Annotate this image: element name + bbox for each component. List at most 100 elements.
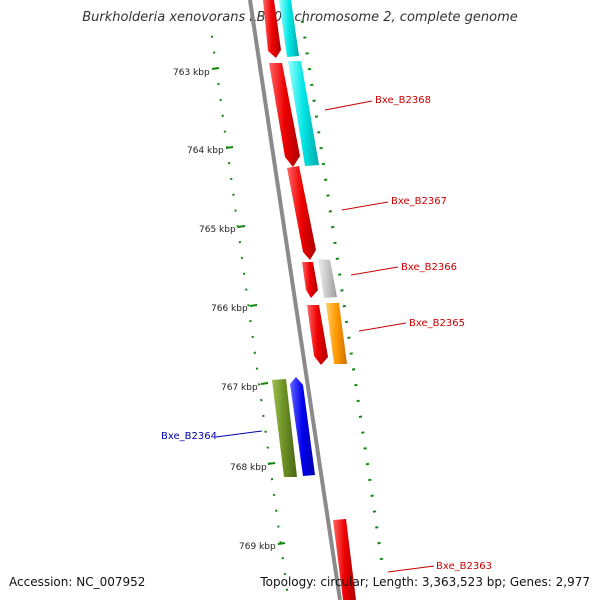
kbp-labels: 763 kbp 764 kbp 765 kbp 766 kbp 767 kbp … — [173, 68, 276, 552]
gene-arrow-red[interactable] — [307, 305, 328, 365]
tick-dot — [238, 240, 242, 244]
tick-dot — [270, 477, 274, 481]
tick-dot — [326, 194, 330, 197]
kbp-ticks — [211, 67, 286, 545]
tick-dot — [264, 430, 267, 433]
tick-dot — [275, 509, 278, 512]
tick-dot — [285, 588, 289, 591]
tick-dot — [363, 447, 367, 450]
tick-dot — [245, 288, 248, 291]
tick-dot — [349, 352, 353, 355]
tick-dot — [337, 273, 342, 276]
tick-dot — [342, 304, 346, 308]
tick-dot — [272, 493, 276, 497]
leader-line — [358, 322, 407, 332]
backbone-line — [248, 0, 342, 600]
tick-dot — [347, 336, 351, 339]
gene-label[interactable]: Bxe_B2364 — [161, 431, 217, 442]
tick-dot — [255, 367, 259, 370]
kbp-tick — [211, 67, 220, 70]
leader-line — [387, 565, 435, 573]
tick-dot — [217, 82, 220, 86]
gene-arrow-cyan[interactable] — [279, 0, 299, 57]
tick-dot — [232, 193, 235, 196]
tick-dot — [242, 272, 246, 275]
tick-dot — [344, 320, 349, 324]
leader-line — [324, 100, 373, 111]
kbp-tick — [267, 462, 276, 465]
tick-dot — [221, 114, 224, 117]
tick-dot — [310, 83, 314, 87]
tick-dot — [234, 209, 237, 212]
gene-label[interactable]: Bxe_B2365 — [409, 318, 465, 329]
gene-arrow-red[interactable] — [333, 519, 356, 600]
tick-dot — [358, 415, 363, 418]
gene-arrow-red[interactable] — [263, 0, 281, 58]
tick-dot — [351, 368, 356, 371]
tick-dot — [361, 431, 365, 434]
kbp-tick — [237, 225, 246, 228]
tick-dot — [251, 335, 254, 339]
gene-label[interactable]: Bxe_B2368 — [375, 95, 431, 106]
gene-label[interactable]: Bxe_B2366 — [401, 262, 457, 273]
tick-dot — [356, 399, 360, 403]
tick-dot — [279, 541, 282, 544]
gene-arrow-blue[interactable] — [290, 377, 315, 476]
kbp-label: 763 kbp — [173, 68, 210, 78]
tick-dot — [312, 99, 316, 102]
tick-dot — [300, 20, 305, 23]
tick-dot — [368, 478, 372, 482]
gene-arrow-cyan[interactable] — [288, 61, 319, 166]
kbp-label: 767 kbp — [221, 383, 258, 393]
tick-dot — [230, 177, 233, 181]
tick-dot — [210, 35, 214, 38]
gene-arrow-red[interactable] — [269, 63, 300, 167]
tick-dot — [335, 257, 339, 260]
tick-dot — [324, 178, 328, 181]
tick-dot — [330, 225, 335, 229]
kbp-tick — [249, 304, 258, 307]
map-title: Burkholderia xenovorans LB400 chromosome… — [82, 10, 518, 25]
gene-features — [263, 0, 356, 600]
tick-dot — [262, 414, 265, 418]
tick-dot — [283, 572, 287, 576]
gene-arrow-red[interactable] — [302, 262, 318, 298]
kbp-label: 769 kbp — [239, 542, 276, 552]
tick-dot — [247, 304, 250, 307]
tick-dot — [219, 98, 222, 102]
tick-dot — [328, 210, 333, 213]
kbp-tick — [277, 542, 286, 545]
tick-dot — [314, 115, 319, 118]
tick-dot — [305, 52, 309, 55]
kbp-tick — [225, 146, 234, 149]
tick-dot — [372, 510, 377, 513]
tick-dot — [379, 557, 384, 561]
tick-dot — [281, 556, 284, 560]
gene-arrow-olive[interactable] — [272, 379, 297, 477]
kbp-label: 765 kbp — [199, 225, 236, 235]
tick-dot — [266, 446, 269, 449]
gene-label[interactable]: Bxe_B2367 — [391, 196, 447, 207]
tick-dot — [303, 36, 307, 39]
kbp-tick — [260, 382, 269, 385]
tick-dot — [257, 383, 261, 386]
kbp-label: 764 kbp — [187, 146, 224, 156]
gene-label[interactable]: Bxe_B2363 — [436, 561, 492, 572]
gene-labels: Bxe_B2368 Bxe_B2367 Bxe_B2366 Bxe_B2365 … — [161, 95, 492, 572]
tick-dot — [319, 146, 323, 150]
tick-dot — [240, 256, 244, 260]
leader-line — [215, 430, 263, 438]
tick-dot — [249, 319, 252, 323]
kbp-label: 766 kbp — [211, 304, 248, 314]
gene-leaders — [215, 100, 435, 573]
tick-dot — [260, 398, 263, 402]
gene-arrow-grey[interactable] — [318, 259, 337, 298]
gene-arrow-orange[interactable] — [326, 303, 347, 364]
tick-dot — [307, 67, 312, 71]
tick-dot — [340, 289, 344, 292]
accession-text: Accession: NC_007952 — [9, 575, 146, 589]
gene-arrow-red[interactable] — [287, 166, 316, 260]
tick-dot — [223, 130, 227, 133]
tick-dot — [365, 462, 370, 466]
